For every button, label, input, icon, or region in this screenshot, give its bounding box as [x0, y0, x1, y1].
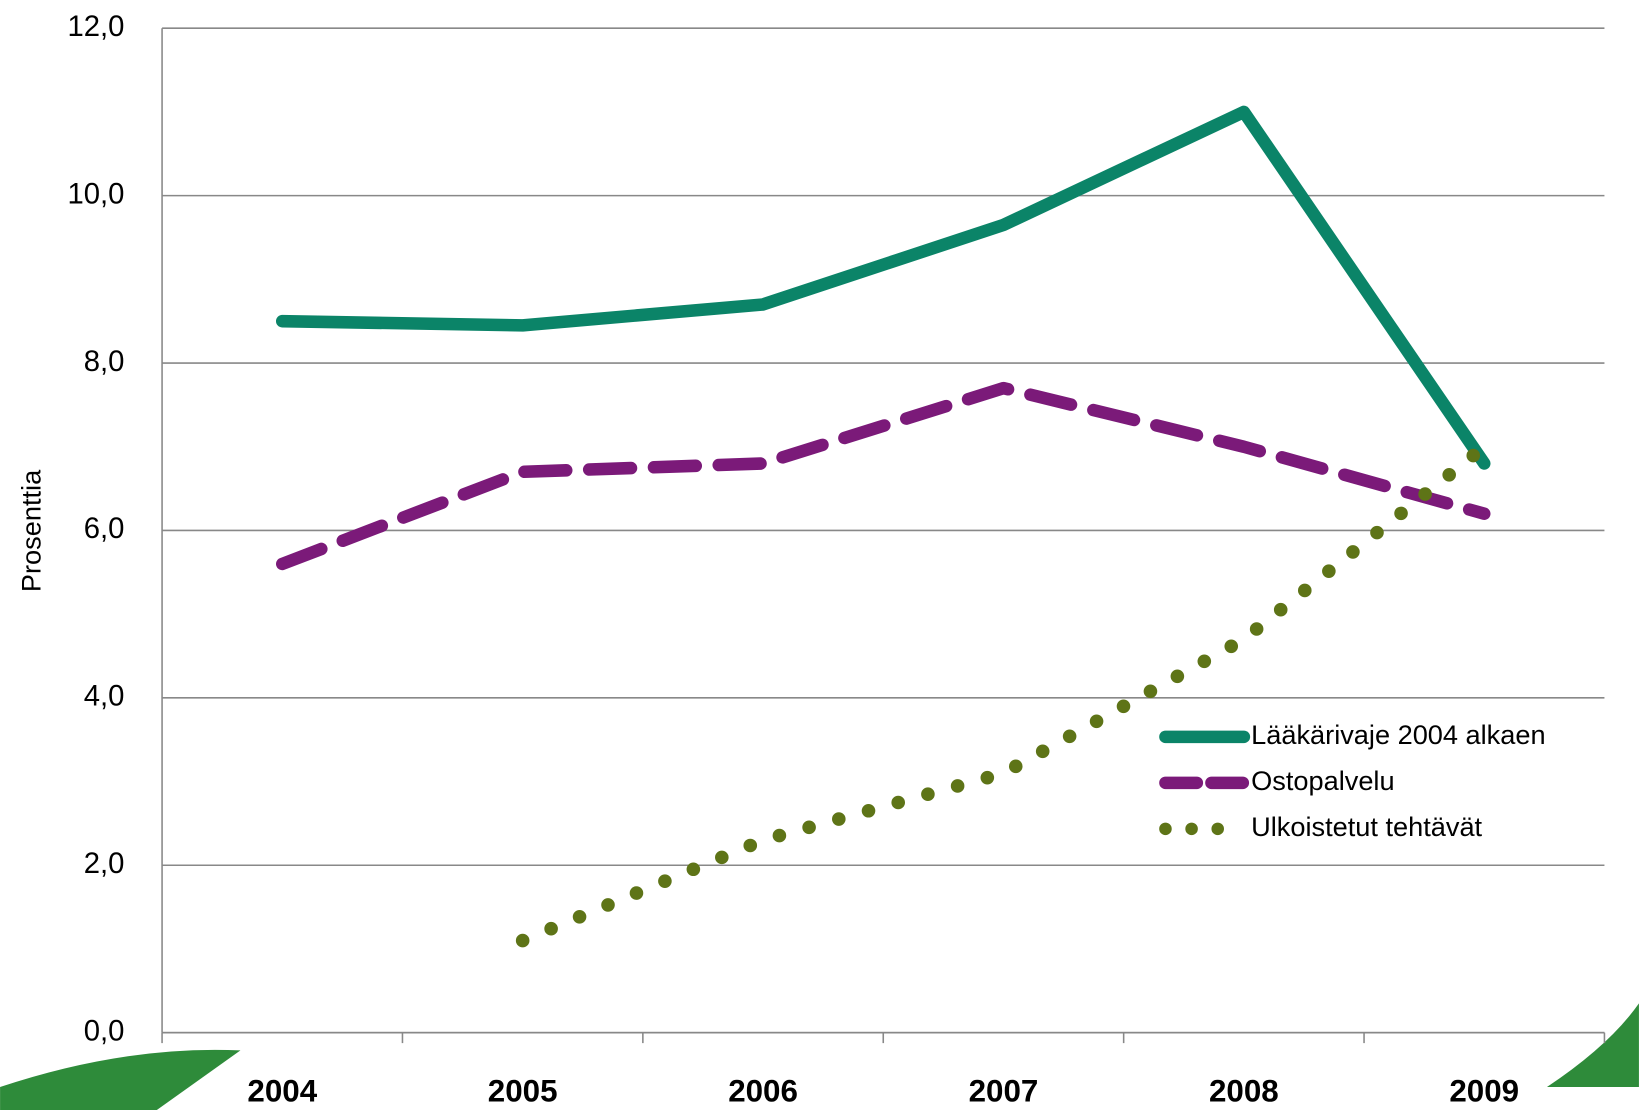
y-tick-label: 0,0: [84, 1015, 125, 1047]
x-tick-label: 2007: [969, 1074, 1039, 1109]
x-tick-label: 2005: [488, 1074, 558, 1109]
y-tick-label: 2,0: [84, 848, 125, 880]
legend-label: Lääkärivaje 2004 alkaen: [1251, 719, 1545, 750]
decoration: [1546, 1003, 1639, 1088]
line-series: [275, 105, 1491, 470]
y-tick-label: 10,0: [68, 178, 125, 210]
line-series: [515, 439, 1492, 948]
y-tick-label: 12,0: [68, 11, 125, 43]
decoration: [0, 1049, 241, 1110]
y-tick-label: 4,0: [84, 681, 125, 713]
x-tick-label: 2008: [1209, 1074, 1279, 1109]
y-axis-label: Prosenttia: [16, 469, 47, 592]
legend-label: Ostopalvelu: [1251, 765, 1394, 796]
x-tick-label: 2006: [728, 1074, 798, 1109]
x-tick-label: 2009: [1449, 1074, 1519, 1109]
legend-label: Ulkoistetut tehtävät: [1251, 811, 1482, 842]
x-tick-label: 2004: [247, 1074, 317, 1109]
line-series: [275, 381, 1491, 571]
y-tick-label: 8,0: [84, 346, 125, 378]
y-tick-label: 6,0: [84, 513, 125, 545]
